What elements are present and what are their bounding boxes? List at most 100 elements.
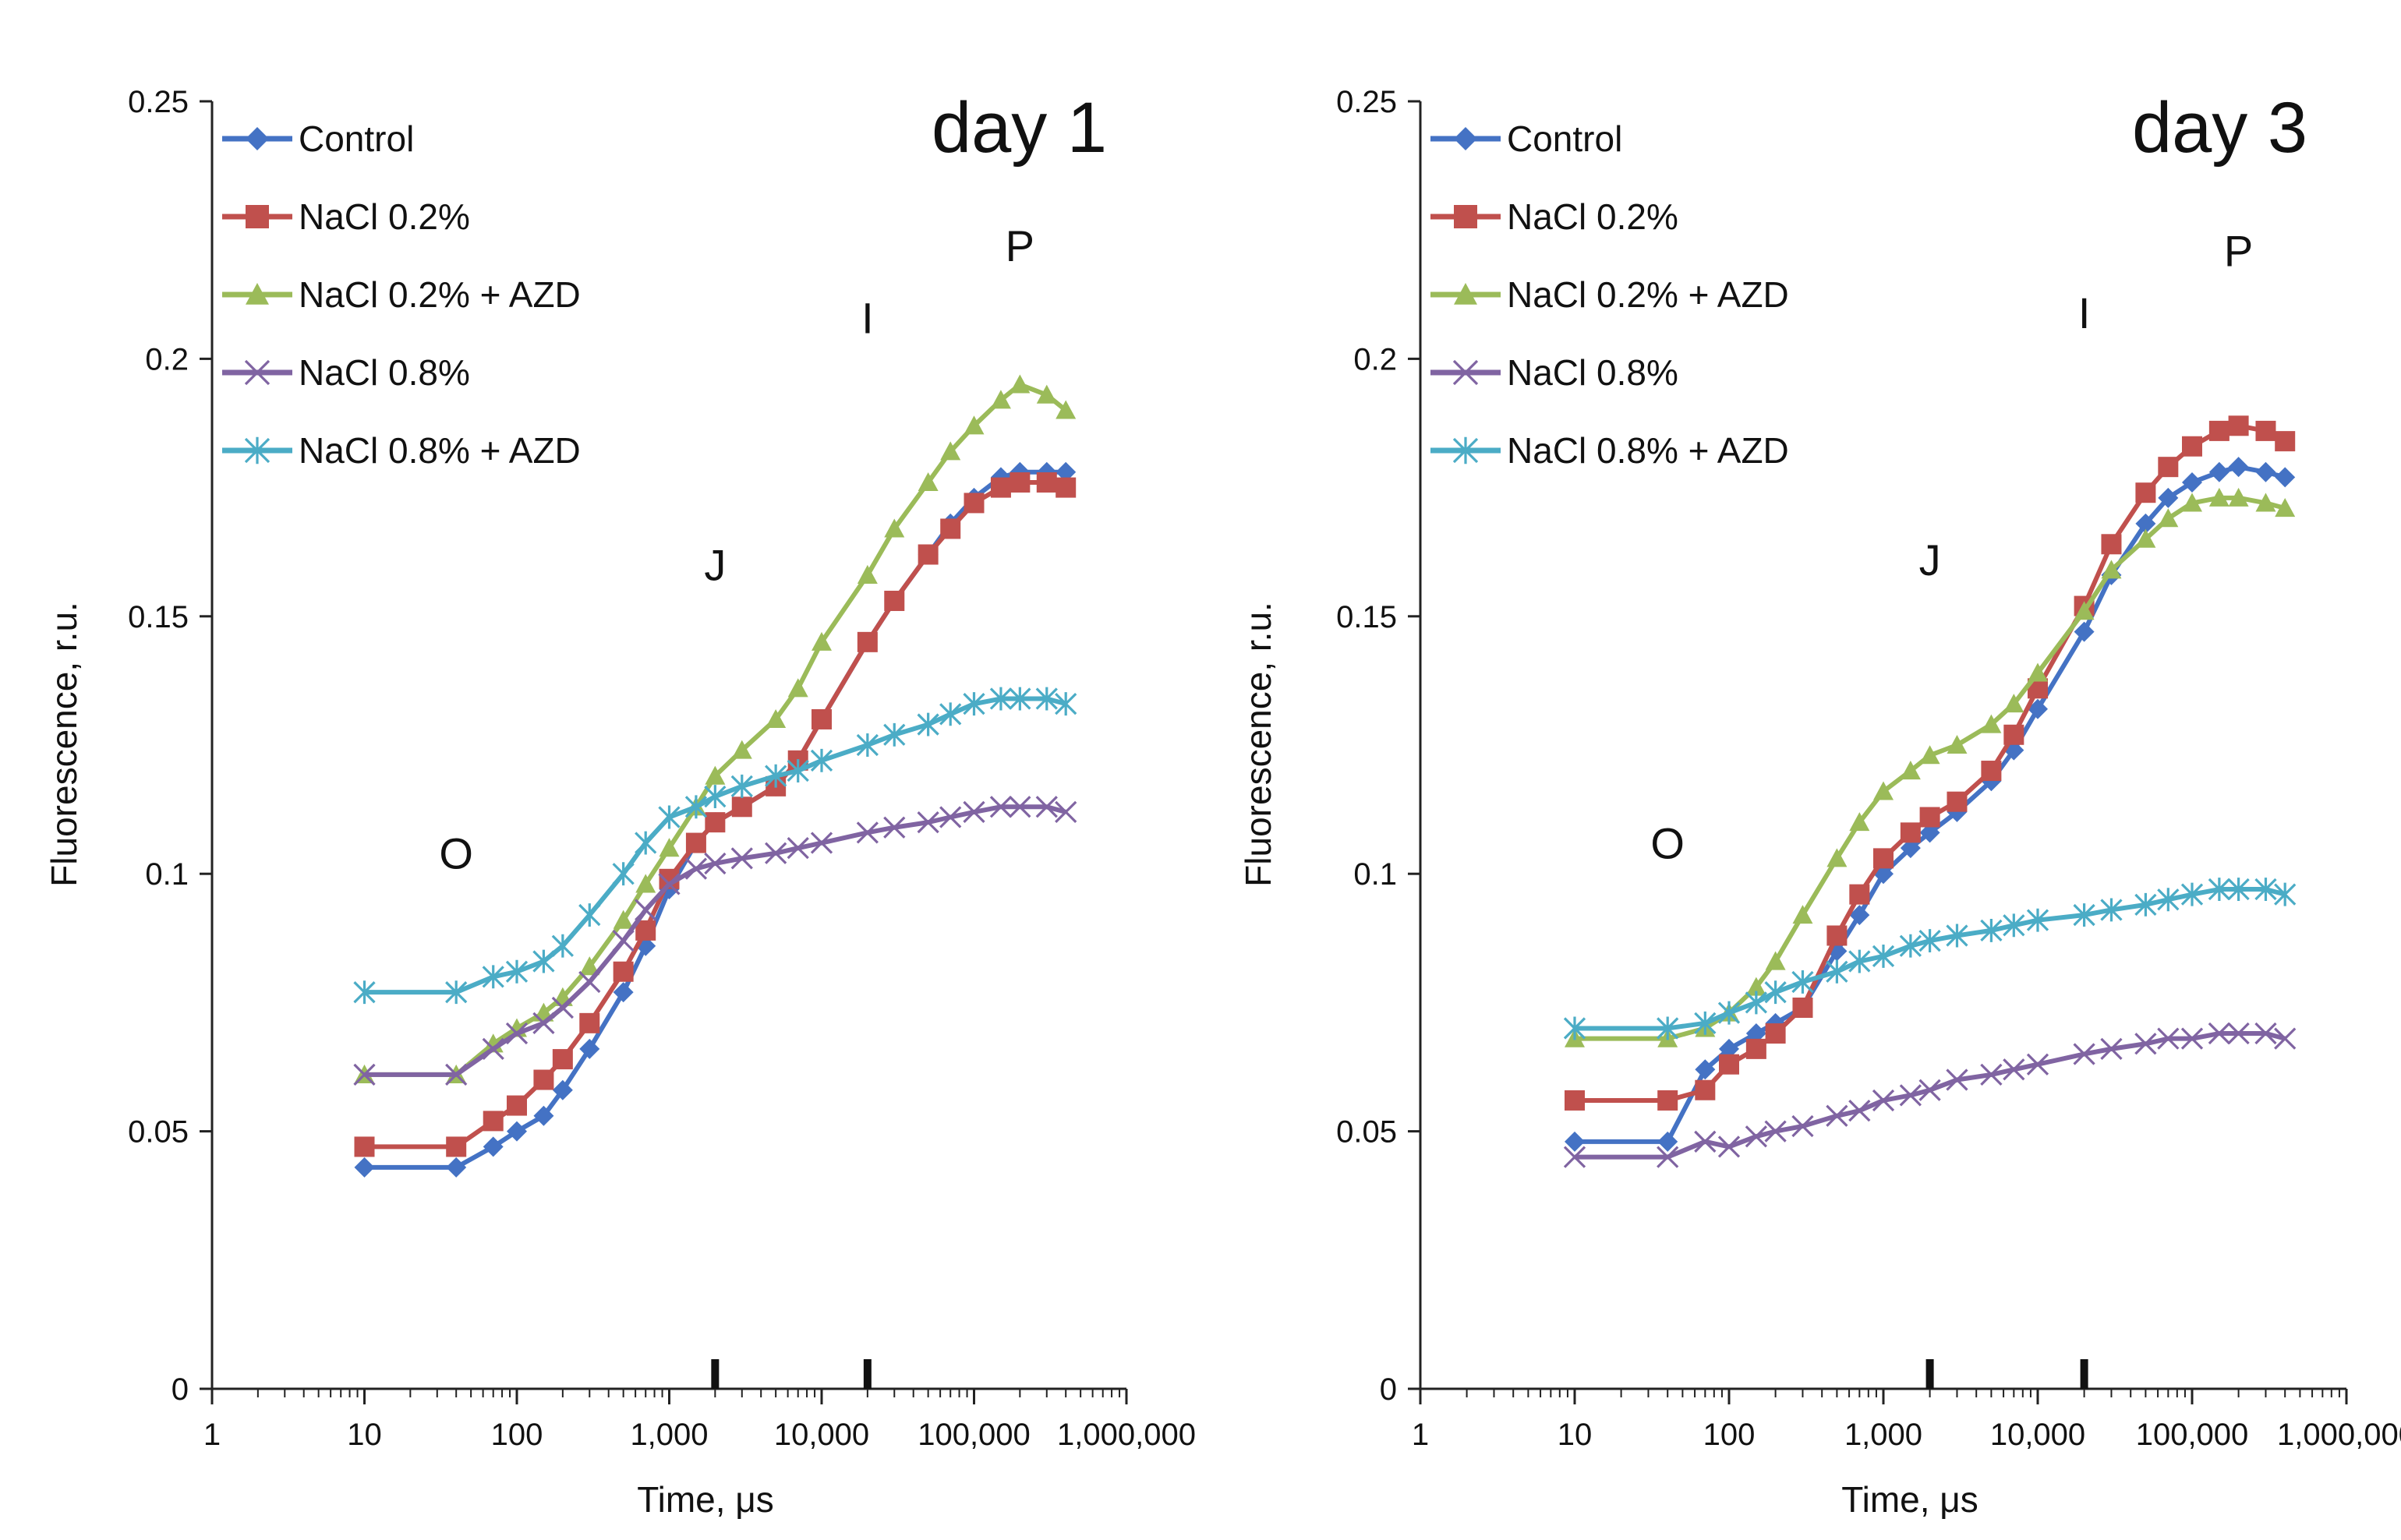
series-nacl-0-8-azd — [353, 687, 1077, 1005]
data-point — [1056, 461, 1077, 482]
data-point — [635, 920, 656, 941]
data-point — [1694, 1011, 1717, 1035]
data-point — [2134, 892, 2157, 917]
series-nacl-0-8 — [1563, 1022, 2297, 1168]
data-point — [964, 415, 985, 435]
series-nacl-0-8 — [353, 796, 1077, 1086]
legend-label: NaCl 0.2% + AZD — [299, 274, 581, 315]
data-point — [2208, 878, 2231, 901]
data-point — [2228, 457, 2249, 478]
data-point — [507, 1121, 527, 1142]
data-point — [2275, 431, 2296, 452]
data-point — [551, 934, 574, 958]
data-point — [533, 1105, 554, 1126]
data-point — [552, 1079, 573, 1100]
data-point — [612, 929, 635, 952]
data-point — [1826, 848, 1848, 867]
data-point — [1055, 800, 1077, 824]
data-point — [505, 959, 529, 984]
data-point — [446, 1136, 467, 1157]
data-point — [989, 687, 1013, 711]
data-point — [1657, 1016, 1679, 1040]
data-point — [552, 1049, 573, 1070]
data-point — [658, 873, 681, 895]
data-point — [940, 441, 961, 461]
data-point — [1946, 1068, 1968, 1091]
phase-marker — [2080, 1359, 2088, 1389]
data-point — [2101, 534, 2122, 555]
data-point — [2028, 698, 2048, 719]
chart-panel-day-3: 0 0.05 0.1 0.15 0.2 0.25 1 10 100 1,000 10,000 100,… — [1238, 85, 2401, 1520]
data-point — [2180, 882, 2204, 906]
data-point — [705, 765, 726, 785]
data-point — [635, 899, 657, 921]
legend-item-control: Control — [1430, 118, 1622, 159]
data-point — [2227, 1022, 2250, 1045]
data-point — [1719, 1038, 1739, 1059]
legend-label: NaCl 0.8% — [299, 352, 470, 393]
data-point — [2208, 487, 2230, 507]
y-tick-label: 0 — [172, 1372, 189, 1407]
x-tick-label: 100 — [1703, 1418, 1756, 1452]
phase-labels: O J I P — [1650, 226, 2253, 867]
data-point — [1980, 918, 2003, 942]
data-point — [2228, 415, 2249, 436]
data-point — [684, 795, 708, 819]
data-point — [1694, 1130, 1717, 1153]
data-point — [2275, 498, 2296, 517]
data-point — [2228, 487, 2249, 507]
data-point — [1826, 1104, 1848, 1127]
legend-item-nacl-0-2-azd: NaCl 0.2% + AZD — [222, 274, 581, 315]
data-point — [2274, 1027, 2297, 1050]
data-point — [1791, 970, 1814, 994]
data-point — [940, 518, 961, 539]
data-point — [787, 837, 809, 860]
series-layer — [353, 374, 1077, 1178]
data-point — [2073, 903, 2095, 927]
data-point — [883, 722, 906, 747]
data-point — [2026, 1053, 2049, 1076]
series-nacl-0-8-azd — [1563, 878, 2297, 1040]
legend-label: NaCl 0.8% + AZD — [299, 430, 581, 471]
data-point — [2157, 1027, 2180, 1050]
data-point — [246, 205, 269, 228]
data-point — [1010, 472, 1031, 493]
data-point — [354, 1136, 375, 1157]
data-point — [445, 1063, 468, 1086]
data-point — [2182, 493, 2202, 512]
data-point — [533, 1069, 554, 1090]
legend-item-control: Control — [222, 118, 414, 159]
data-point — [1791, 1114, 1814, 1138]
data-point — [1035, 687, 1058, 711]
data-point — [765, 842, 787, 864]
phase-label-p: P — [1006, 221, 1034, 270]
data-point — [2208, 1022, 2231, 1045]
data-point — [1764, 980, 1787, 1005]
data-point — [917, 712, 939, 736]
data-point — [2028, 662, 2048, 682]
series-nacl-0-2 — [1565, 415, 2296, 1111]
data-point — [505, 1022, 529, 1045]
data-point — [1918, 929, 1941, 953]
y-tick-label: 0.05 — [128, 1115, 189, 1150]
data-point — [2101, 560, 2122, 579]
data-point — [2135, 528, 2156, 548]
y-tick-label: 0.2 — [1353, 342, 1397, 376]
data-point — [1919, 807, 1940, 828]
legend: Control NaCl 0.2% NaCl 0.2% + AZD NaCl 0.8%… — [222, 118, 581, 471]
data-point — [2158, 457, 2179, 478]
phase-label-o: O — [439, 829, 473, 878]
data-point — [1745, 991, 1768, 1015]
data-point — [2182, 472, 2202, 493]
data-point — [731, 740, 752, 759]
data-point — [2182, 436, 2202, 457]
y-tick-label: 0.05 — [1336, 1115, 1397, 1150]
data-point — [1056, 400, 1077, 419]
data-point — [507, 1095, 527, 1116]
data-point — [1981, 761, 2002, 782]
data-point — [2135, 482, 2156, 503]
legend-item-nacl-0-8-azd: NaCl 0.8% + AZD — [222, 430, 581, 471]
y-tick-label: 0 — [1380, 1372, 1397, 1407]
x-tick-label: 100 — [491, 1418, 543, 1452]
